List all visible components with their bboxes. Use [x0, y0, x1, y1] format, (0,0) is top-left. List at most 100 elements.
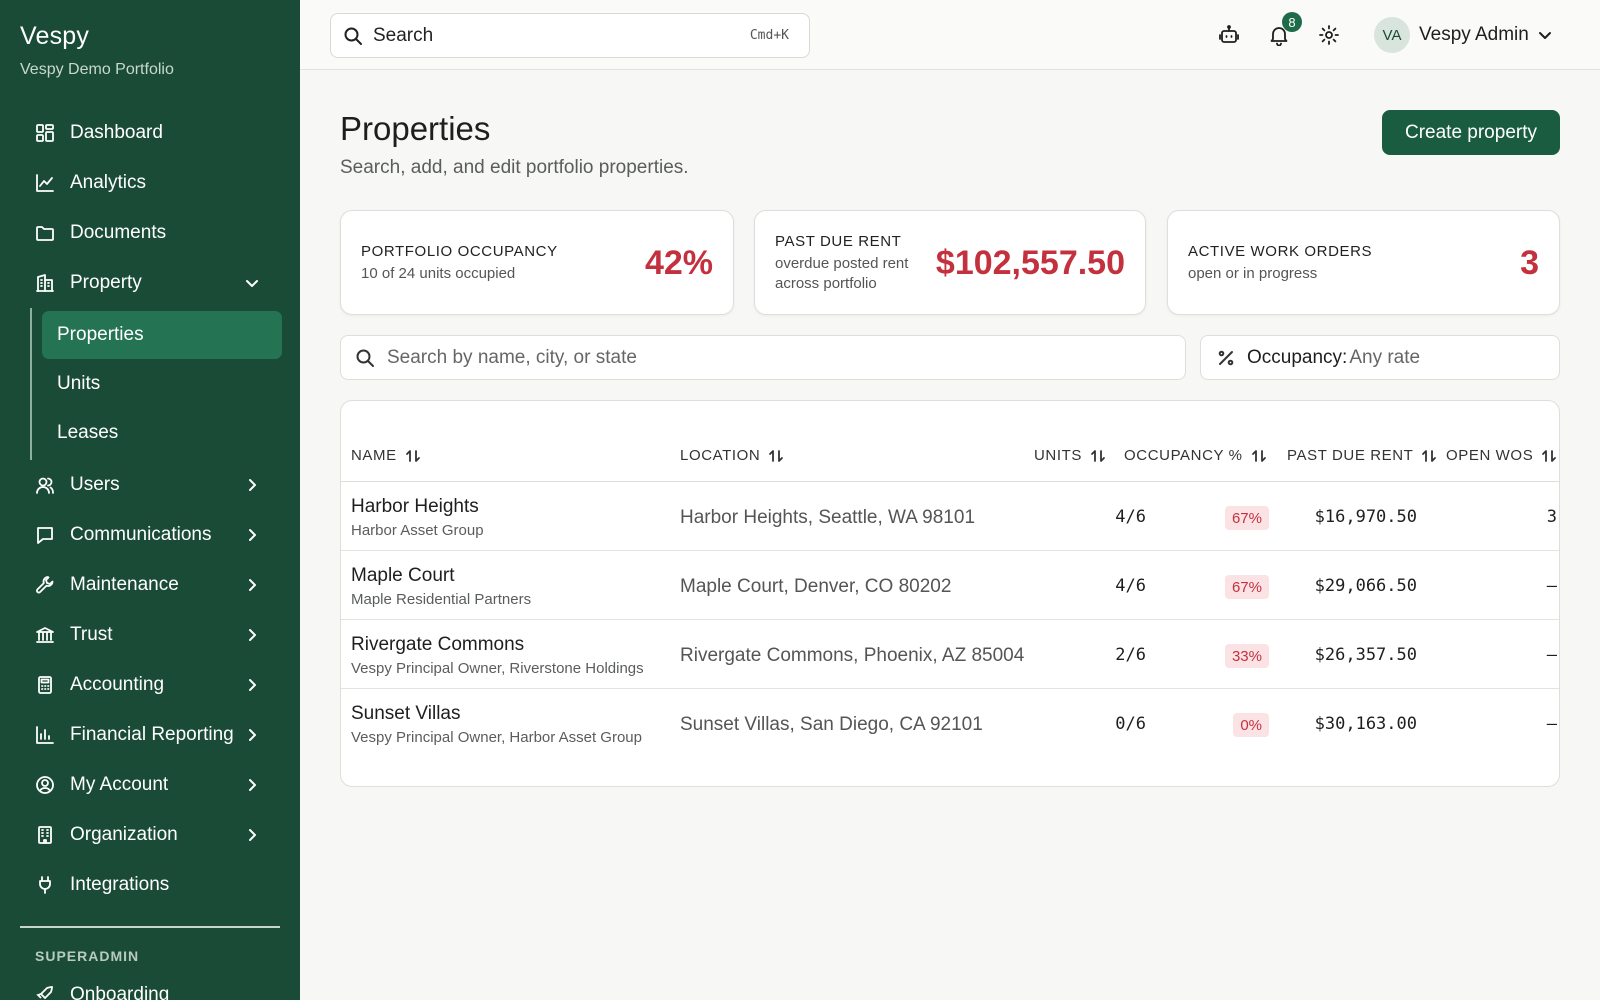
sidebar-item-units[interactable]: Units: [57, 373, 101, 394]
search-icon: [344, 27, 362, 45]
property-open-wos: —: [1546, 576, 1557, 596]
chevron-right-icon: [242, 525, 262, 545]
table-row[interactable]: Rivergate Commons Vespy Principal Owner,…: [341, 620, 1559, 689]
column-header-past-due-rent[interactable]: PAST DUE RENT: [1287, 447, 1437, 464]
global-search[interactable]: Search Cmd+K: [330, 13, 810, 58]
sidebar-item-maintenance[interactable]: Maintenance: [0, 560, 300, 610]
property-owner: Vespy Principal Owner, Harbor Asset Grou…: [351, 729, 642, 746]
brand-title: Vespy: [20, 22, 90, 50]
chevron-right-icon: [242, 625, 262, 645]
sidebar-item-analytics[interactable]: Analytics: [0, 158, 300, 208]
card-title: PORTFOLIO OCCUPANCY: [361, 243, 558, 260]
property-past-due: $29,066.50: [1314, 576, 1417, 596]
avatar[interactable]: VA: [1374, 17, 1410, 53]
table-row[interactable]: Maple Court Maple Residential Partners M…: [341, 551, 1559, 620]
column-label: NAME: [351, 447, 397, 464]
property-units: 0/6: [1115, 714, 1146, 734]
occupancy-badge: 33%: [1224, 644, 1269, 668]
sidebar-item-properties[interactable]: Properties: [42, 311, 282, 359]
sidebar-item-label: Analytics: [70, 172, 147, 193]
sidebar-item-property[interactable]: Property: [0, 258, 300, 308]
property-owner: Vespy Principal Owner, Riverstone Holdin…: [351, 660, 644, 677]
notification-badge: 8: [1282, 12, 1302, 32]
card-value: $102,557.50: [935, 244, 1125, 282]
property-name[interactable]: Rivergate Commons: [351, 634, 525, 655]
property-location: Rivergate Commons, Phoenix, AZ 85004: [680, 645, 1025, 666]
card-subtitle: 10 of 24 units occupied: [361, 265, 516, 282]
occupancy-badge: 0%: [1233, 713, 1269, 737]
sidebar-item-label: Documents: [70, 222, 167, 243]
property-search-input[interactable]: [387, 346, 1147, 369]
column-header-units[interactable]: UNITS: [1034, 447, 1106, 464]
table-row[interactable]: Harbor Heights Harbor Asset Group Harbor…: [341, 482, 1559, 551]
property-units: 2/6: [1115, 645, 1146, 665]
property-open-wos: —: [1546, 714, 1557, 734]
global-search-label: Search: [373, 24, 434, 46]
sort-icon: [769, 449, 784, 462]
card-value: 42%: [644, 244, 713, 282]
users-icon: [35, 475, 55, 495]
sidebar-item-label: Onboarding: [70, 984, 170, 1000]
sidebar-item-trust[interactable]: Trust: [0, 610, 300, 660]
folder-icon: [35, 223, 55, 243]
sidebar-item-documents[interactable]: Documents: [0, 208, 300, 258]
property-owner: Harbor Asset Group: [351, 522, 484, 539]
sidebar-item-users[interactable]: Users: [0, 460, 300, 510]
property-location: Harbor Heights, Seattle, WA 98101: [680, 507, 976, 528]
sidebar-item-integrations[interactable]: Integrations: [0, 860, 300, 910]
sidebar-item-dashboard[interactable]: Dashboard: [0, 108, 300, 158]
property-past-due: $16,970.50: [1314, 507, 1417, 527]
create-property-button[interactable]: Create property: [1382, 110, 1560, 155]
property-owner: Maple Residential Partners: [351, 591, 532, 608]
chevron-right-icon: [242, 475, 262, 495]
sidebar-item-accounting[interactable]: Accounting: [0, 660, 300, 710]
column-header-occupancy[interactable]: OCCUPANCY %: [1124, 447, 1267, 464]
office-building-icon: [35, 825, 55, 845]
sidebar-item-my-account[interactable]: My Account: [0, 760, 300, 810]
table-row[interactable]: Sunset Villas Vespy Principal Owner, Har…: [341, 689, 1559, 758]
chevron-right-icon: [242, 775, 262, 795]
property-location: Maple Court, Denver, CO 80202: [680, 576, 952, 597]
bell-icon[interactable]: [1268, 24, 1290, 47]
sort-icon: [405, 449, 420, 462]
property-subnav: Properties Units Leases: [30, 308, 282, 460]
sidebar-item-communications[interactable]: Communications: [0, 510, 300, 560]
property-name[interactable]: Sunset Villas: [351, 703, 461, 724]
chevron-right-icon: [242, 725, 262, 745]
property-units: 4/6: [1115, 576, 1146, 596]
property-past-due: $26,357.50: [1314, 645, 1417, 665]
sidebar-item-label: Financial Reporting: [70, 724, 234, 745]
sidebar-item-organization[interactable]: Organization: [0, 810, 300, 860]
property-open-wos: 3: [1546, 507, 1557, 527]
user-menu-name[interactable]: Vespy Admin: [1419, 24, 1529, 45]
sidebar-item-leases[interactable]: Leases: [57, 422, 119, 443]
sidebar-item-label: Accounting: [70, 674, 165, 695]
column-label: UNITS: [1034, 447, 1082, 464]
column-header-location[interactable]: LOCATION: [680, 447, 784, 464]
plug-icon: [35, 875, 55, 895]
gear-icon[interactable]: [1318, 24, 1340, 46]
property-name[interactable]: Maple Court: [351, 565, 455, 586]
occupancy-filter[interactable]: Occupancy: Any rate: [1200, 335, 1560, 380]
property-past-due: $30,163.00: [1314, 714, 1417, 734]
occupancy-filter-value: Any rate: [1349, 346, 1421, 368]
property-name[interactable]: Harbor Heights: [351, 496, 479, 517]
card-title: PAST DUE RENT: [775, 233, 902, 250]
bar-chart-icon: [35, 725, 55, 745]
column-header-open-wos[interactable]: OPEN WOS: [1446, 447, 1557, 464]
sidebar-item-onboarding[interactable]: Onboarding: [35, 984, 169, 1000]
card-subtitle: across portfolio: [775, 275, 877, 292]
sidebar-item-financial-reporting[interactable]: Financial Reporting: [0, 710, 300, 760]
occupancy-filter-key: Occupancy:: [1247, 346, 1348, 368]
column-label: LOCATION: [680, 447, 761, 464]
sort-icon: [1542, 449, 1557, 462]
property-search: [340, 335, 1186, 380]
sidebar-item-label: Dashboard: [70, 122, 163, 143]
bot-icon[interactable]: [1218, 24, 1240, 46]
card-title: ACTIVE WORK ORDERS: [1188, 243, 1373, 260]
column-header-name[interactable]: NAME: [351, 447, 421, 464]
sort-icon: [1422, 449, 1437, 462]
chevron-down-icon[interactable]: [1536, 26, 1554, 44]
message-icon: [35, 525, 55, 545]
sidebar-item-label: Property: [70, 272, 142, 293]
